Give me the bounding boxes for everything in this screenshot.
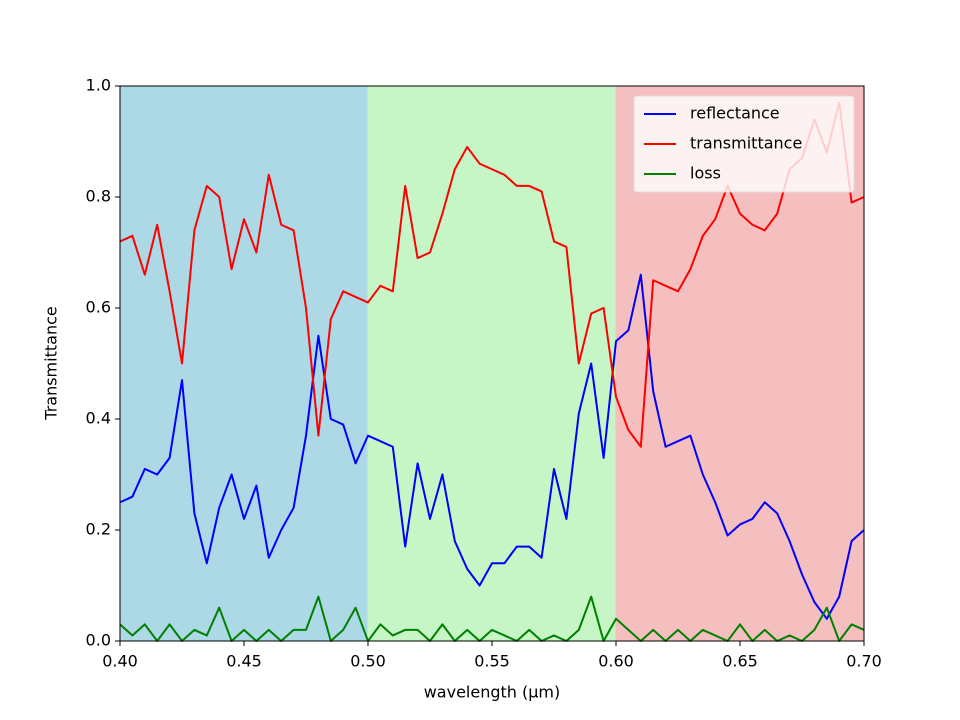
x-tick-label: 0.70 (846, 652, 882, 671)
x-tick-label: 0.50 (350, 652, 386, 671)
y-tick-label: 0.2 (86, 520, 111, 539)
y-axis-label: Transmittance (42, 306, 61, 420)
x-tick-label: 0.60 (598, 652, 634, 671)
legend-label: transmittance (690, 134, 802, 153)
series-line (119, 273, 865, 620)
series-line (119, 595, 865, 642)
x-tick-label: 0.55 (474, 652, 510, 671)
legend-label: reflectance (690, 104, 780, 123)
x-tick-label: 0.45 (226, 652, 262, 671)
x-tick-label: 0.65 (722, 652, 758, 671)
legend-box (633, 95, 855, 193)
y-tick-label: 0.8 (86, 187, 111, 206)
shaded-span (367, 85, 617, 642)
y-tick-label: 0.6 (86, 298, 111, 317)
shaded-span (119, 85, 369, 642)
x-axis-label: wavelength (µm) (424, 683, 561, 702)
y-tick-label: 1.0 (86, 76, 111, 95)
y-tick-label: 0.4 (86, 409, 111, 428)
legend-label: loss (690, 164, 721, 183)
y-tick-label: 0.0 (86, 631, 111, 650)
series-line (119, 101, 865, 448)
x-tick-label: 0.40 (102, 652, 138, 671)
